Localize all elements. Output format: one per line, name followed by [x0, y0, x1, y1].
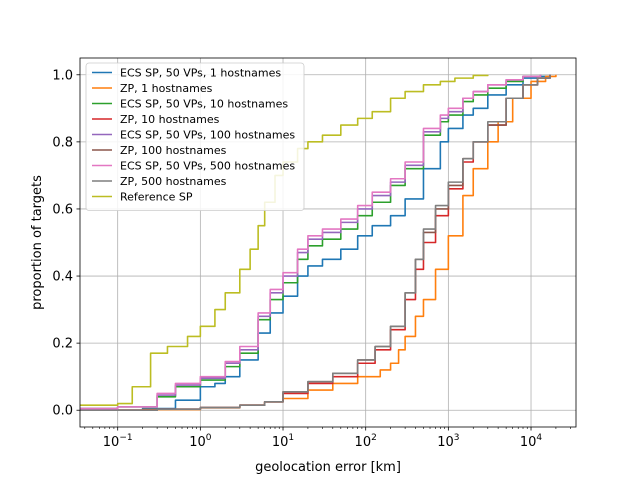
y-tick-label: 0.0: [52, 404, 73, 419]
y-tick-label: 0.8: [52, 135, 73, 150]
legend-label: ECS SP, 50 VPs, 1 hostnames: [120, 67, 281, 80]
legend-label: ZP, 500 hostnames: [120, 175, 227, 188]
legend-label: ECS SP, 50 VPs, 10 hostnames: [120, 98, 288, 111]
legend-label: ZP, 1 hostnames: [120, 82, 213, 95]
y-tick-label: 0.2: [52, 337, 73, 352]
y-axis-label: proportion of targets: [30, 175, 45, 310]
legend-label: ECS SP, 50 VPs, 500 hostnames: [120, 160, 295, 173]
legend-label: ECS SP, 50 VPs, 100 hostnames: [120, 129, 295, 142]
y-tick-label: 0.6: [52, 202, 73, 217]
legend-label: ZP, 100 hostnames: [120, 144, 227, 157]
y-tick-label: 1.0: [52, 68, 73, 83]
legend: ECS SP, 50 VPs, 1 hostnames ZP, 1 hostnam…: [86, 63, 304, 211]
legend-label: ZP, 10 hostnames: [120, 113, 220, 126]
legend-label: Reference SP: [120, 191, 193, 204]
x-axis-label: geolocation error [km]: [255, 460, 401, 475]
y-tick-label: 0.4: [52, 270, 73, 285]
